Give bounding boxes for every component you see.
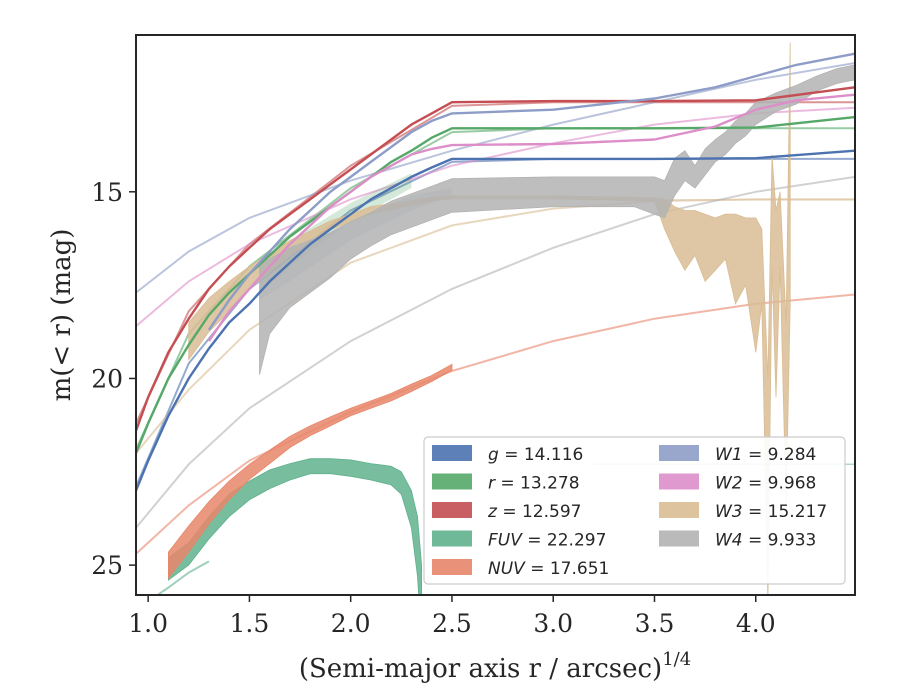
x-tick-label: 1.0 — [128, 609, 168, 638]
model-curve-w4 — [136, 175, 855, 529]
legend-swatch-w2 — [659, 473, 699, 490]
series-line-w2 — [207, 93, 855, 342]
x-tick-label: 4.0 — [736, 609, 776, 638]
series-line-g — [136, 149, 855, 491]
legend-band-value: = 9.933 — [743, 531, 817, 551]
legend-swatch-w3 — [659, 502, 699, 518]
y-tick-label: 20 — [91, 364, 123, 393]
legend-band-value: = 12.597 — [497, 502, 582, 522]
legend-label-w3: W3 = 15.217 — [715, 502, 827, 522]
legend-swatch-r — [432, 473, 472, 490]
legend-band-name: FUV — [488, 531, 523, 551]
model-curve-nuv — [136, 293, 855, 555]
y-axis-ticks: 15 20 25 — [91, 178, 136, 580]
x-tick-label: 2.5 — [432, 609, 472, 638]
legend-band-name: W2 — [715, 474, 743, 494]
model-curve-w1 — [136, 62, 855, 294]
x-axis-ticks: 1.0 1.5 2.0 2.5 3.0 3.5 4.0 — [128, 595, 776, 638]
legend-band-name: z — [487, 502, 498, 522]
legend-band-value: = 22.297 — [522, 531, 607, 551]
x-axis-label-exponent: 1/4 — [662, 649, 691, 670]
x-axis-label: (Semi-major axis r / arcsec)1/4 — [299, 649, 691, 684]
line-profiles — [136, 52, 855, 491]
legend-label-z: z = 12.597 — [487, 502, 581, 522]
legend-label-w4: W4 = 9.933 — [715, 531, 816, 551]
legend-label-fuv: FUV = 22.297 — [488, 531, 606, 551]
legend-band-value: = 15.217 — [743, 502, 828, 522]
legend-label-w2: W2 = 9.968 — [715, 474, 816, 494]
y-axis-label: m(< r) (mag) — [47, 229, 77, 402]
x-tick-label: 3.0 — [533, 609, 573, 638]
y-tick-label: 25 — [91, 551, 123, 580]
legend-label-g: g = 14.116 — [488, 445, 583, 465]
model-curve-w2 — [136, 106, 855, 327]
legend-swatch-z — [432, 502, 472, 518]
legend-swatch-g — [432, 445, 472, 461]
model-curve-fuv — [155, 560, 210, 595]
legend-band-name: NUV — [488, 559, 526, 579]
legend-label-nuv: NUV = 17.651 — [488, 559, 609, 579]
legend-band-name: W1 — [715, 445, 743, 465]
legend-band-name: W4 — [715, 531, 743, 551]
legend-swatch-fuv — [432, 530, 472, 547]
legend-band-name: W3 — [715, 502, 743, 522]
legend-band-name: g — [488, 445, 499, 465]
y-tick-label: 15 — [91, 178, 123, 207]
series-line-z — [136, 86, 855, 432]
x-axis-label-main: (Semi-major axis r / arcsec) — [299, 654, 662, 684]
legend-band-value: = 9.284 — [743, 445, 817, 465]
legend-swatch-w4 — [659, 530, 699, 547]
legend-box — [423, 436, 846, 585]
band-nuv — [168, 363, 453, 580]
legend-band-value: = 13.278 — [495, 474, 580, 494]
x-tick-label: 1.5 — [230, 609, 270, 638]
legend-swatch-nuv — [432, 559, 472, 575]
series-line-w1 — [207, 52, 855, 331]
legend-label-r: r = 13.278 — [488, 474, 580, 494]
model-curves — [136, 62, 855, 595]
legend-band-value: = 9.968 — [743, 474, 817, 494]
plot-frame — [135, 34, 856, 596]
x-tick-label: 3.5 — [635, 609, 675, 638]
legend-band-name: r — [488, 474, 496, 494]
legend-band-value: = 17.651 — [525, 559, 610, 579]
x-tick-label: 2.0 — [331, 609, 371, 638]
legend-label-w1: W1 = 9.284 — [715, 445, 816, 465]
legend-swatch-w1 — [659, 445, 699, 461]
legend-band-value: = 14.116 — [499, 445, 584, 465]
